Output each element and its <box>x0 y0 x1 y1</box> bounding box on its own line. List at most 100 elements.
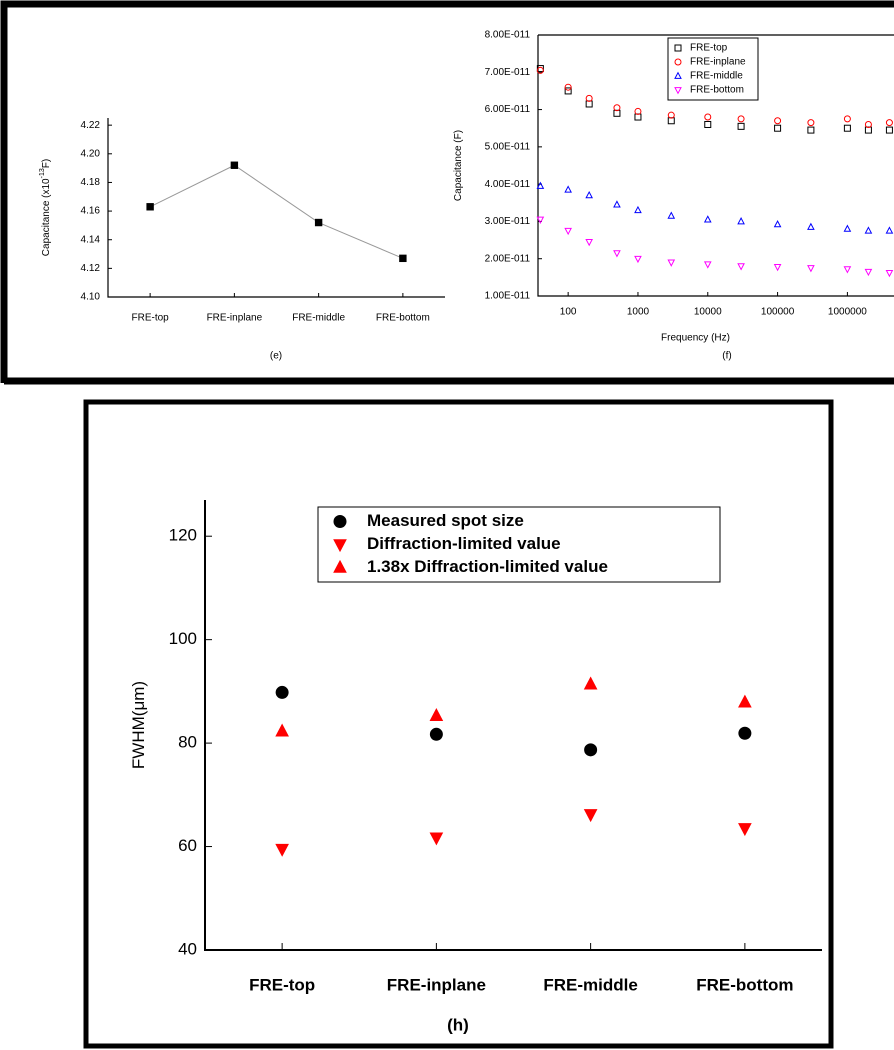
legend-label: Diffraction-limited value <box>367 534 561 553</box>
marker <box>737 122 745 130</box>
legend-label: Measured spot size <box>367 511 524 530</box>
x-tick-label: 1000000 <box>828 307 867 318</box>
legend-box <box>667 37 759 101</box>
marker <box>807 222 815 230</box>
x-tick-label: 1000 <box>627 307 650 318</box>
panel-title: (h) <box>447 1015 469 1034</box>
y-axis-label: FWHM(μm) <box>129 681 148 769</box>
marker <box>885 226 894 234</box>
y-tick-label: 1.00E-011 <box>485 291 531 302</box>
y-tick-label: 80 <box>178 733 197 752</box>
marker <box>536 181 545 189</box>
marker <box>864 120 872 128</box>
marker <box>843 124 851 132</box>
marker <box>885 269 894 278</box>
marker <box>333 539 347 553</box>
x-tick-label: 100000 <box>761 307 795 318</box>
x-tick-label: FRE-top <box>249 975 315 994</box>
marker <box>774 124 782 132</box>
marker <box>634 107 642 115</box>
y-axis-label-part: FWHM(μm) <box>129 681 148 769</box>
marker <box>399 254 407 263</box>
marker <box>864 226 873 234</box>
x-axis-label: Frequency (Hz) <box>661 333 730 344</box>
marker <box>536 216 545 224</box>
marker <box>704 120 712 128</box>
y-axis-label-part: Capacitance (F) <box>453 130 464 201</box>
y-tick-label: 3.00E-011 <box>485 216 531 227</box>
y-axis-label-part: Capacitance (x10 <box>41 178 52 256</box>
marker <box>585 190 593 199</box>
marker <box>843 266 852 274</box>
marker <box>737 263 745 271</box>
y-tick-label: 4.10 <box>81 292 101 303</box>
marker <box>674 44 682 52</box>
marker <box>536 65 544 73</box>
y-tick-label: 60 <box>178 836 197 855</box>
y-axis-label-part: F) <box>41 159 52 168</box>
marker <box>773 264 782 272</box>
y-tick-label: 4.12 <box>81 263 101 274</box>
x-tick-label: FRE-bottom <box>376 313 430 324</box>
marker <box>885 119 893 127</box>
y-tick-label: 5.00E-011 <box>485 141 531 152</box>
marker <box>634 255 642 264</box>
marker <box>564 227 572 236</box>
marker <box>585 94 593 102</box>
marker <box>737 217 745 225</box>
marker <box>613 200 621 208</box>
marker <box>230 161 239 169</box>
x-tick-label: FRE-top <box>132 313 170 324</box>
marker <box>703 261 712 269</box>
marker <box>703 215 712 223</box>
marker <box>275 843 289 857</box>
marker <box>738 726 752 740</box>
marker <box>275 685 289 699</box>
marker <box>583 809 598 823</box>
chart-e: 4.10 4.12 4.14 4.16 4.18 4.20 4.22 FRE-top FRE-i… <box>39 118 445 362</box>
marker <box>843 115 851 123</box>
panel-title: (e) <box>270 351 282 362</box>
marker <box>774 117 782 125</box>
y-axis-label: Capacitance (x10-13F) <box>39 159 52 256</box>
legend-label: 1.38x Diffraction-limited value <box>367 557 608 576</box>
marker <box>667 111 675 119</box>
marker <box>333 515 347 528</box>
marker <box>773 220 782 228</box>
y-tick-label: 4.16 <box>81 206 101 217</box>
marker <box>564 87 572 95</box>
marker <box>429 832 444 846</box>
axes <box>107 118 445 298</box>
legend-label: FRE-top <box>690 43 728 54</box>
y-tick-label: 100 <box>169 629 197 648</box>
y-tick-label: 8.00E-011 <box>485 30 531 41</box>
marker <box>807 119 815 127</box>
x-tick-label: 100 <box>560 307 577 318</box>
y-axis-label: Capacitance (F) <box>453 130 464 201</box>
marker <box>738 694 752 708</box>
marker <box>429 708 444 721</box>
x-tick-label: FRE-inplane <box>207 313 263 324</box>
marker <box>564 83 572 91</box>
marker <box>674 58 682 66</box>
marker <box>585 239 593 247</box>
marker <box>704 113 712 121</box>
marker <box>429 727 443 741</box>
marker <box>634 205 642 214</box>
y-tick-label: 6.00E-011 <box>485 104 531 115</box>
y-tick-label: 4.18 <box>81 177 101 188</box>
y-tick-label: 120 <box>169 526 197 545</box>
marker <box>885 126 893 134</box>
marker <box>674 87 682 95</box>
chart-h: 40 60 80 100 120 FRE-top FRE-inplane FRE-middle… <box>129 500 822 1034</box>
y-tick-label: 4.20 <box>81 148 101 159</box>
panel-border <box>0 0 894 385</box>
marker <box>843 224 852 232</box>
marker <box>564 185 572 193</box>
panel-title: (f) <box>722 351 731 362</box>
series-line <box>149 164 404 259</box>
x-tick-label: FRE-inplane <box>387 975 486 994</box>
marker <box>807 126 815 134</box>
y-tick-label: 40 <box>178 939 197 958</box>
